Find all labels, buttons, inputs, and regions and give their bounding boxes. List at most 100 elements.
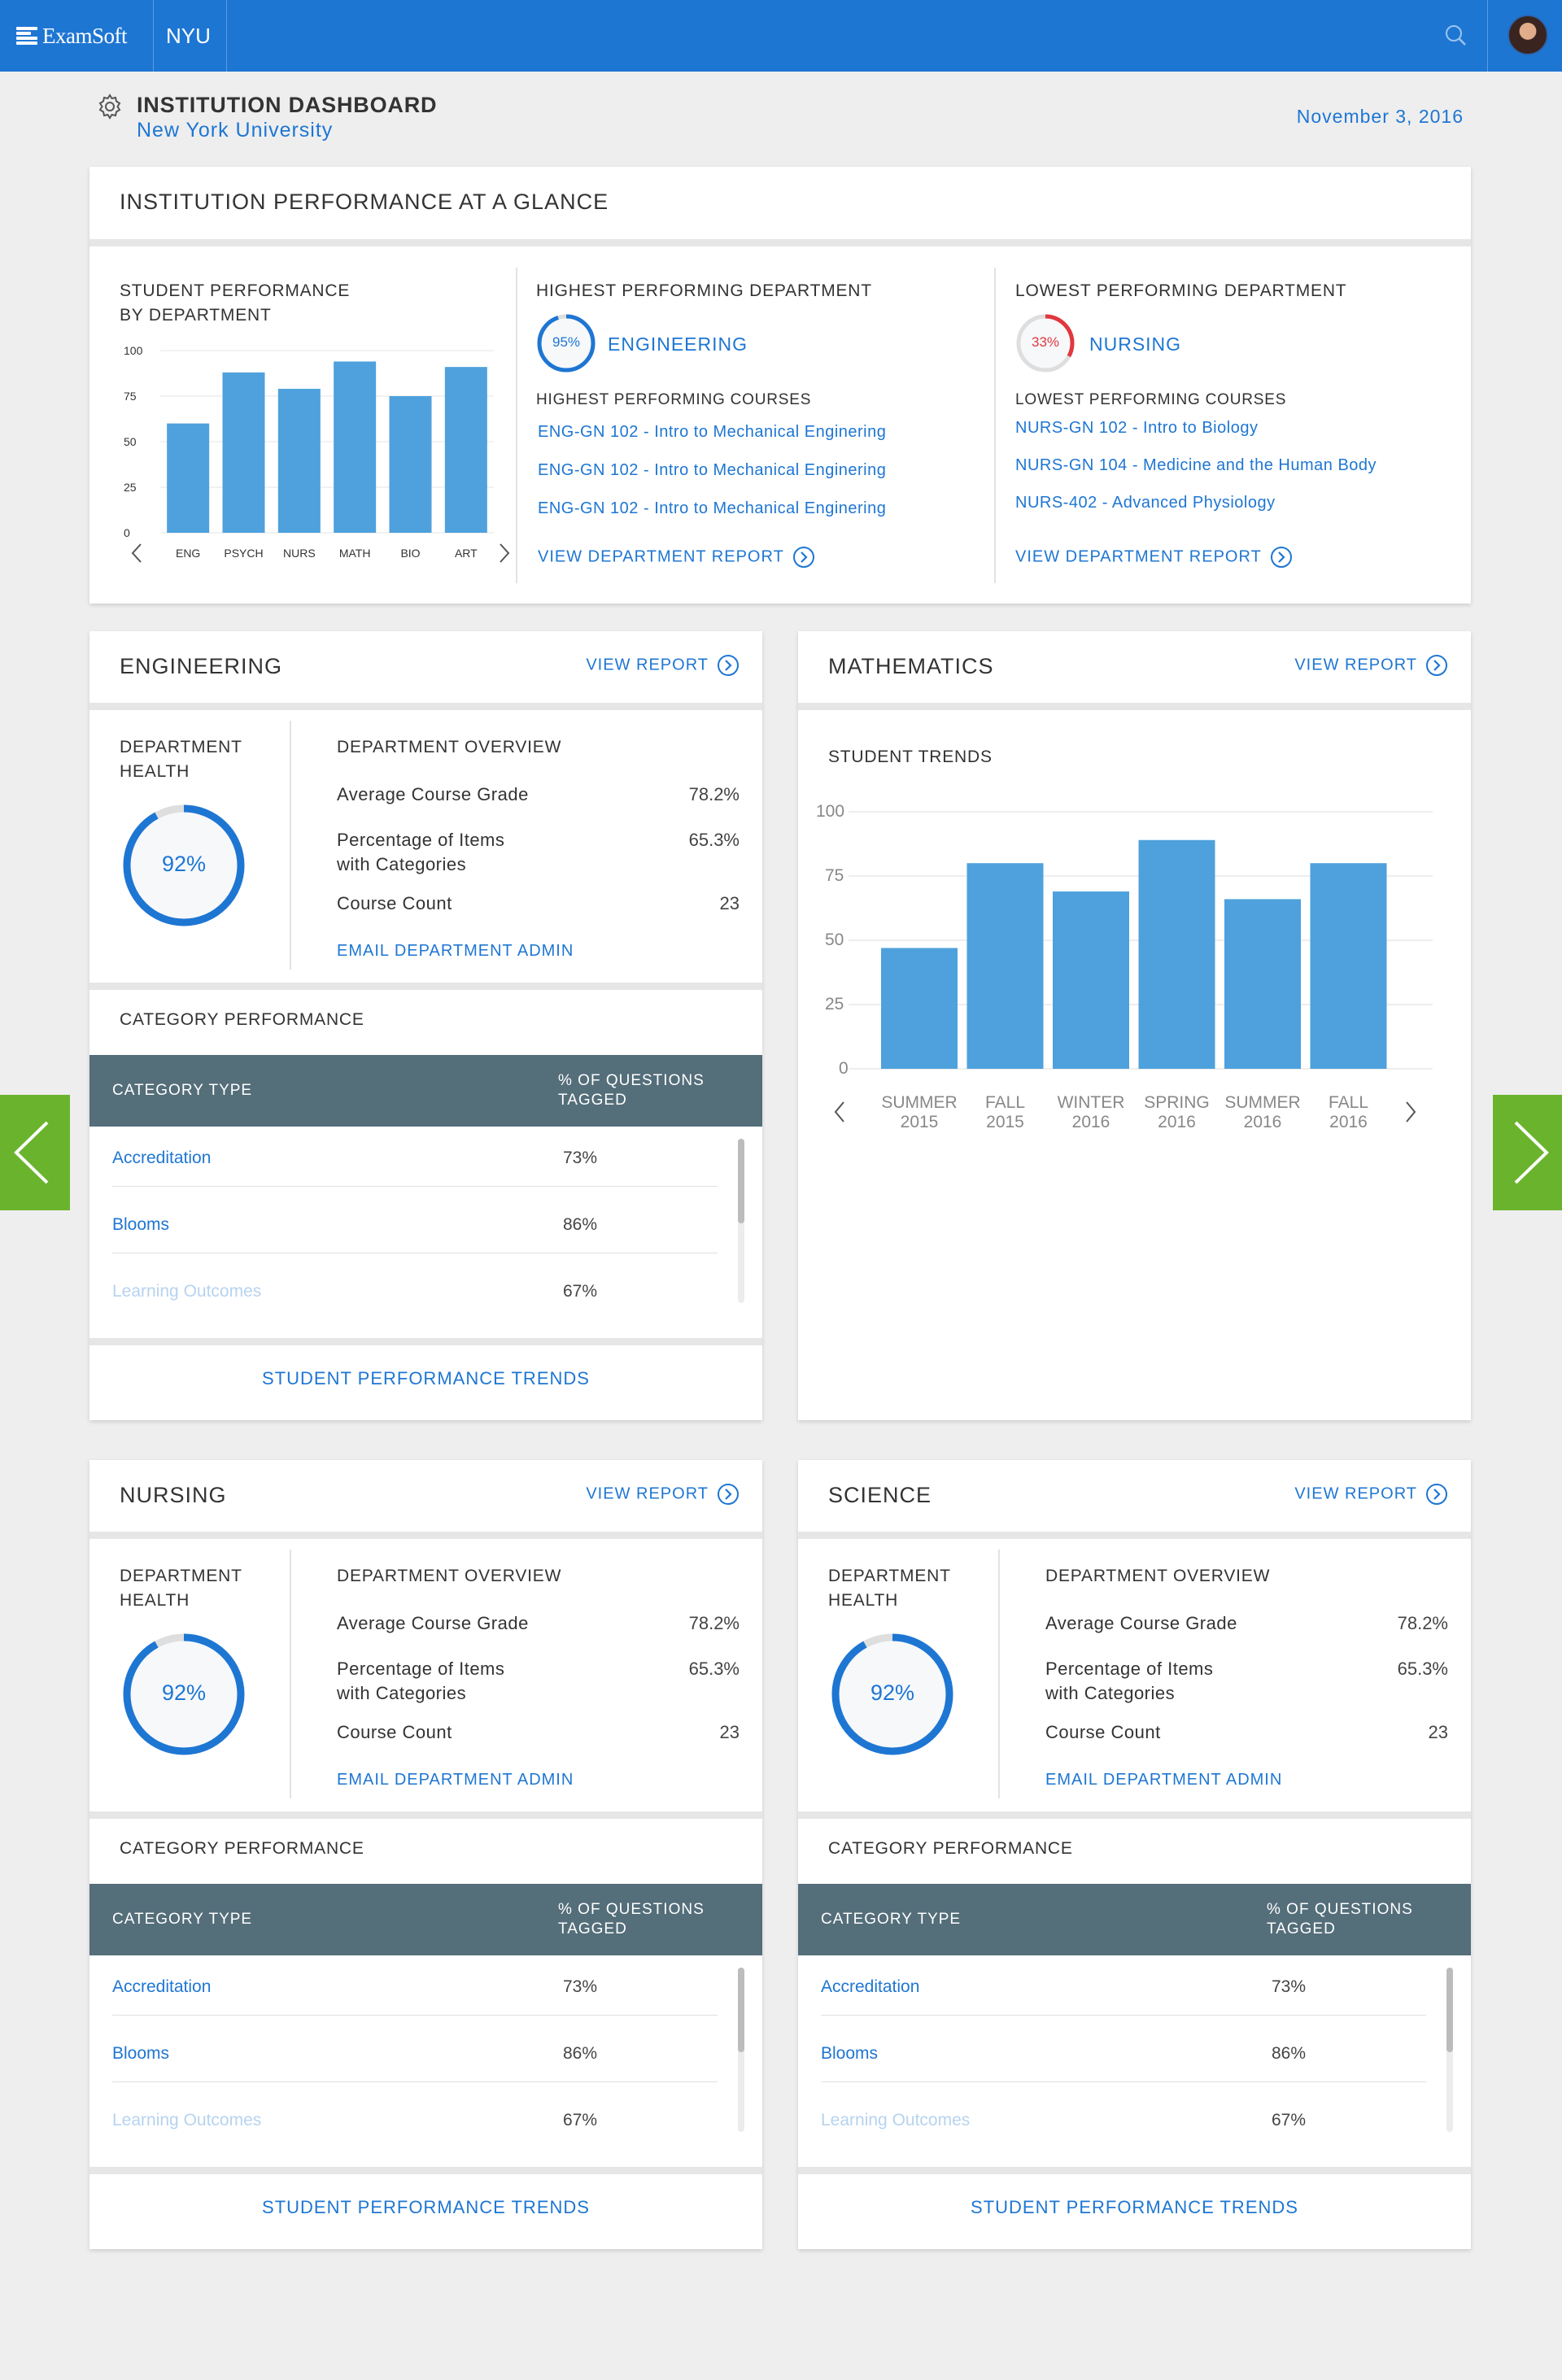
column-header[interactable]: % OF QUESTIONS TAGGED: [1267, 1901, 1413, 1938]
column-header[interactable]: % OF QUESTIONS TAGGED: [558, 1901, 705, 1938]
x-tick-label: ART: [454, 547, 478, 560]
bar-fall-2015[interactable]: [966, 863, 1044, 1069]
email-admin-link[interactable]: EMAIL DEPARTMENT ADMIN: [337, 1771, 574, 1789]
divider: [89, 703, 762, 710]
percent-items-value: 65.3%: [688, 1659, 740, 1679]
arrow-circle-icon: [1270, 547, 1292, 568]
column-header[interactable]: CATEGORY TYPE: [821, 1911, 962, 1928]
search-icon[interactable]: [1440, 20, 1473, 52]
course-link[interactable]: NURS-GN 102 - Intro to Biology: [1015, 419, 1259, 437]
bar-eng[interactable]: [167, 423, 210, 533]
email-admin-link[interactable]: EMAIL DEPARTMENT ADMIN: [337, 942, 574, 960]
bar-bio[interactable]: [389, 396, 432, 533]
chevron-left-icon[interactable]: [831, 1098, 850, 1126]
bar-art[interactable]: [444, 367, 487, 533]
gear-icon[interactable]: [96, 93, 124, 120]
x-tick-label: MATH: [338, 547, 371, 560]
course-link[interactable]: NURS-402 - Advanced Physiology: [1015, 494, 1276, 512]
divider: [516, 268, 517, 583]
view-department-report-link[interactable]: VIEW DEPARTMENT REPORT: [538, 546, 815, 569]
y-tick-label: 100: [816, 802, 845, 821]
lowest-department-link[interactable]: NURSING: [1089, 333, 1182, 355]
column-header[interactable]: CATEGORY TYPE: [112, 1082, 253, 1099]
scrollbar[interactable]: [1446, 1968, 1453, 2132]
percent-items-label: Percentage of Items with Categories: [337, 1659, 505, 1703]
previous-button[interactable]: [0, 1095, 70, 1210]
course-link[interactable]: ENG-GN 102 - Intro to Mechanical Enginer…: [538, 461, 887, 479]
student-performance-trends-link[interactable]: STUDENT PERFORMANCE TRENDS: [971, 2197, 1298, 2217]
email-admin-link[interactable]: EMAIL DEPARTMENT ADMIN: [1045, 1771, 1283, 1789]
divider: [798, 1811, 1471, 1819]
course-link[interactable]: ENG-GN 102 - Intro to Mechanical Enginer…: [538, 423, 887, 441]
chart-title: STUDENT TRENDS: [828, 748, 993, 766]
divider: [89, 239, 1471, 246]
divider: [89, 983, 762, 990]
student-performance-trends-link[interactable]: STUDENT PERFORMANCE TRENDS: [262, 2197, 590, 2217]
highest-ring: 95%: [536, 313, 596, 373]
chevron-right-icon[interactable]: [1400, 1098, 1420, 1126]
logo-icon: [16, 24, 37, 47]
view-report-link[interactable]: VIEW REPORT: [1294, 654, 1448, 677]
course-count-value: 23: [719, 1722, 740, 1742]
view-report-link[interactable]: VIEW REPORT: [1294, 1483, 1448, 1506]
category-link[interactable]: Blooms: [821, 2044, 879, 2063]
school-name[interactable]: NYU: [166, 24, 211, 48]
row-divider: [112, 2081, 718, 2082]
column-header[interactable]: CATEGORY TYPE: [112, 1911, 253, 1928]
category-value: 67%: [1272, 2111, 1307, 2129]
category-link[interactable]: Blooms: [112, 1215, 170, 1234]
column-header[interactable]: % OF QUESTIONS TAGGED: [558, 1072, 705, 1109]
bar-winter-2016[interactable]: [1053, 891, 1129, 1069]
view-report-link[interactable]: VIEW REPORT: [586, 654, 740, 677]
x-tick-label: PSYCH: [224, 547, 264, 560]
bar-nurs[interactable]: [277, 389, 321, 533]
divider: [89, 1811, 762, 1819]
health-percent: 92%: [161, 852, 207, 876]
arrow-circle-icon: [718, 655, 739, 676]
category-link[interactable]: Learning Outcomes: [821, 2111, 971, 2129]
view-department-report-link[interactable]: VIEW DEPARTMENT REPORT: [1015, 546, 1293, 569]
examsoft-logo[interactable]: ExamSoft: [16, 23, 128, 49]
category-link[interactable]: Accreditation: [821, 1977, 920, 1996]
bar-psych[interactable]: [222, 372, 265, 533]
department-bar-chart: 100 75 50 25 0 ENG PSYCH NURS MATH BIO ART: [111, 338, 518, 582]
scrollbar[interactable]: [738, 1139, 744, 1303]
page-title: INSTITUTION DASHBOARD: [137, 93, 438, 117]
category-table-header: CATEGORY TYPE % OF QUESTIONS TAGGED: [89, 1884, 762, 1955]
bar-summer-2016[interactable]: [1224, 899, 1301, 1069]
category-value: 67%: [563, 2111, 598, 2129]
average-grade-value: 78.2%: [1397, 1613, 1448, 1633]
category-link[interactable]: Accreditation: [112, 1149, 212, 1167]
divider: [994, 268, 996, 583]
bar-spring-2016[interactable]: [1138, 839, 1215, 1069]
chevron-left-icon[interactable]: [128, 541, 147, 565]
row-divider: [112, 1186, 718, 1187]
student-performance-trends-link[interactable]: STUDENT PERFORMANCE TRENDS: [262, 1368, 590, 1388]
course-link[interactable]: NURS-GN 104 - Medicine and the Human Bod…: [1015, 456, 1377, 474]
lowest-ring: 33%: [1015, 313, 1076, 373]
category-performance-title: CATEGORY PERFORMANCE: [828, 1839, 1073, 1858]
category-link[interactable]: Learning Outcomes: [112, 2111, 262, 2129]
department-health-ring: 92%: [122, 804, 246, 927]
user-avatar[interactable]: [1507, 15, 1548, 55]
category-link[interactable]: Accreditation: [112, 1977, 212, 1996]
x-tick-label: BIO: [400, 547, 421, 560]
divider: [226, 0, 227, 72]
highest-department-link[interactable]: ENGINEERING: [608, 333, 748, 355]
view-report-link[interactable]: VIEW REPORT: [586, 1483, 740, 1506]
average-grade-label: Average Course Grade: [337, 784, 529, 804]
x-tick-label: NURS: [282, 547, 316, 560]
course-link[interactable]: ENG-GN 102 - Intro to Mechanical Enginer…: [538, 499, 887, 517]
x-tick-label: FALL 2015: [984, 1093, 1026, 1131]
chevron-right-icon[interactable]: [494, 541, 513, 565]
overview-title: DEPARTMENT OVERVIEW: [337, 1567, 562, 1585]
arrow-circle-icon: [1426, 1484, 1447, 1505]
bar-summer-2015[interactable]: [881, 948, 958, 1069]
scrollbar[interactable]: [738, 1968, 744, 2132]
next-button[interactable]: [1493, 1095, 1562, 1210]
bar-math[interactable]: [334, 361, 377, 533]
bar-fall-2016[interactable]: [1310, 863, 1387, 1069]
category-link[interactable]: Learning Outcomes: [112, 1282, 262, 1301]
lowest-title: LOWEST PERFORMING DEPARTMENT: [1015, 281, 1347, 300]
category-link[interactable]: Blooms: [112, 2044, 170, 2063]
